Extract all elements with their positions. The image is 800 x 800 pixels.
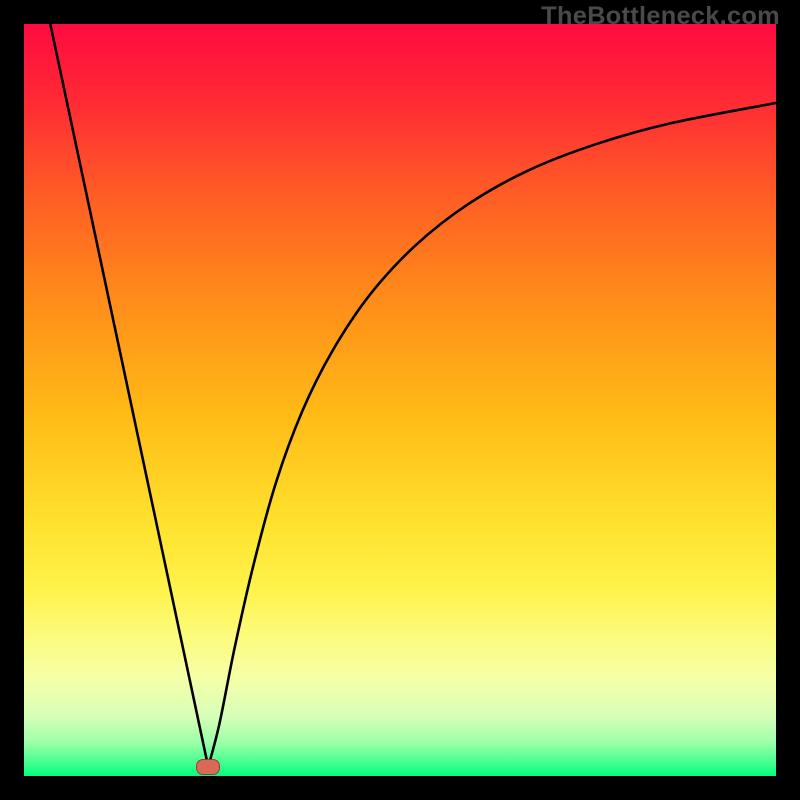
bottleneck-curve — [50, 24, 776, 767]
plot-area — [24, 24, 776, 776]
minimum-marker — [196, 759, 220, 775]
chart-stage: TheBottleneck.com — [0, 0, 800, 800]
watermark-text: TheBottleneck.com — [541, 2, 780, 31]
curve-layer — [24, 24, 776, 776]
